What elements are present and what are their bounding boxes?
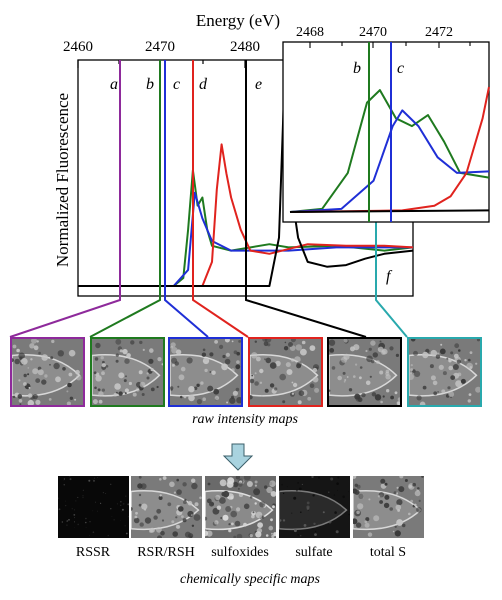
inset-spectrum-line-black <box>289 209 490 213</box>
inset-tick-2468: 2468 <box>296 25 324 40</box>
map-texture <box>409 339 480 405</box>
map-texture <box>12 339 83 405</box>
chem-label-sulfate: sulfate <box>295 545 333 560</box>
raw-map-e <box>327 337 402 407</box>
marker-letter-c: c <box>173 76 180 93</box>
chem-map-rsr-rsh <box>131 476 202 538</box>
raw-map-b <box>90 337 165 407</box>
connector-f <box>375 296 408 338</box>
connector-b <box>89 296 161 338</box>
raw-map-a <box>10 337 85 407</box>
chem-maps-caption: chemically specific maps <box>180 572 320 587</box>
map-texture <box>279 476 350 538</box>
map-texture <box>58 476 129 538</box>
marker-letter-e: e <box>255 76 262 93</box>
connector-c <box>164 296 209 338</box>
energy-axis-title: Energy (eV) <box>196 11 280 30</box>
inset-curves <box>289 86 490 213</box>
chem-map-total-s <box>353 476 424 538</box>
spectrum-line-black <box>78 100 414 287</box>
chem-map-sulfate <box>279 476 350 538</box>
chem-map-sulfoxides <box>205 476 276 538</box>
marker-letter-f: f <box>386 268 393 285</box>
inset-spectrum-line-blue <box>289 109 490 213</box>
inset-tick-2472: 2472 <box>425 25 453 40</box>
inset-letter-b: b <box>353 60 361 77</box>
raw-map-f <box>407 337 482 407</box>
inset-letter-c: c <box>397 60 404 77</box>
spectrum-line-blue <box>78 191 413 287</box>
spectrum-line-red <box>78 143 414 287</box>
chem-label-total-s: total S <box>369 545 407 560</box>
inset-spectrum-line-green <box>289 89 490 213</box>
y-axis-label: Normalized Fluorescence <box>53 93 72 267</box>
chem-label-sulfoxides: sulfoxides <box>211 545 269 560</box>
map-texture <box>205 476 276 538</box>
map-texture <box>131 476 202 538</box>
marker-letter-d: d <box>199 76 208 93</box>
raw-map-d <box>248 337 323 407</box>
inset-frame <box>282 41 490 223</box>
main-tick-2460: 2460 <box>63 39 93 55</box>
map-texture <box>353 476 424 538</box>
main-tick-2480: 2480 <box>230 39 260 55</box>
marker-letter-a: a <box>110 76 118 93</box>
marker-letter-b: b <box>146 76 154 93</box>
connector-lines <box>9 296 408 338</box>
connector-d <box>192 296 249 338</box>
raw-map-c <box>168 337 243 407</box>
connector-e <box>245 296 367 338</box>
map-texture <box>250 339 321 405</box>
map-texture <box>329 339 400 405</box>
chem-label-rsr-rsh: RSR/RSH <box>137 545 195 560</box>
main-curves <box>78 100 414 287</box>
inset-tick-2470: 2470 <box>359 25 387 40</box>
map-texture <box>170 339 241 405</box>
raw-maps-caption: raw intensity maps <box>192 412 298 427</box>
map-texture <box>92 339 163 405</box>
down-arrow-icon <box>222 443 254 471</box>
chem-map-rssr <box>58 476 129 538</box>
main-tick-2470: 2470 <box>145 39 175 55</box>
connector-a <box>9 296 121 338</box>
chem-label-rssr: RSSR <box>75 545 111 560</box>
inset-top-ticks <box>309 42 471 48</box>
